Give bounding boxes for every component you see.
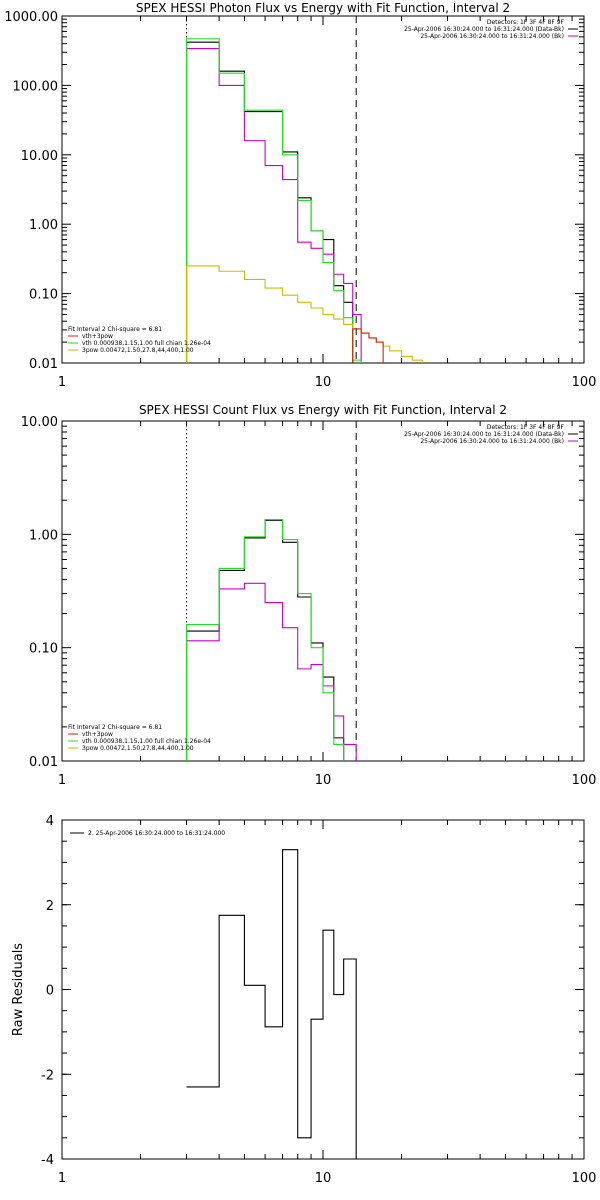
y-tick-label: 2 <box>46 899 54 914</box>
legend-entry: vth+3pow <box>82 333 113 340</box>
x-tick-label: 10 <box>315 375 332 390</box>
legend-entry: vth 0.000938,1.15,1.00 full chian 1.26e-… <box>82 340 211 347</box>
y-tick-label: -4 <box>41 1153 54 1168</box>
legend-entry: 25-Apr-2006 16:30:24.000 to 16:31:24.000… <box>420 33 564 40</box>
y-tick-label: 0.01 <box>29 357 58 372</box>
y-tick-label: 1000.00 <box>4 10 58 25</box>
y-tick-label: 1.00 <box>29 218 58 233</box>
y-axis-label: Raw Residuals <box>11 943 26 1036</box>
legend-entry: Fit Interval 2 Chi-square = 6.81 <box>68 724 162 731</box>
x-tick-label: 10 <box>315 773 332 788</box>
y-tick-label: 0.10 <box>29 642 58 657</box>
legend-entry: Detectors: 1F 3F 4F 8F 9F <box>487 424 565 431</box>
x-tick-label: 1 <box>58 375 66 390</box>
legend-entry: Detectors: 1F 3F 4F 8F 9F <box>487 19 565 26</box>
y-tick-label: 0.01 <box>29 755 58 770</box>
series-group <box>185 519 357 761</box>
series-line-vth-3pow <box>185 38 362 363</box>
y-tick-label: 100.00 <box>13 79 59 94</box>
legend-entry: vth+3pow <box>82 731 113 738</box>
x-tick-label: 100 <box>572 1171 597 1186</box>
y-tick-label: -2 <box>41 1068 54 1083</box>
series-line-3pow <box>185 265 423 363</box>
x-tick-label: 10 <box>315 1171 332 1186</box>
x-tick-label: 1 <box>58 1171 66 1186</box>
series-line-vth <box>352 328 384 363</box>
y-tick-label: 10.00 <box>21 415 58 430</box>
count-flux-panel: SPEX HESSI Count Flux vs Energy with Fit… <box>21 403 597 788</box>
chart-title: SPEX HESSI Count Flux vs Energy with Fit… <box>139 403 507 417</box>
y-tick-label: 10.00 <box>21 149 58 164</box>
series-line-residual <box>186 849 357 1159</box>
legend-entry: vth 0.000938,1.15,1.00 full chian 1.26e-… <box>82 738 211 745</box>
x-tick-label: 100 <box>572 773 597 788</box>
legend-entry: 3pow 0.00472,1.50,27.8,44,400,1.00 <box>82 347 194 354</box>
legend-entry: 25-Apr-2006 16:30:24.000 to 16:31:24.000… <box>404 431 564 438</box>
series-line-bk <box>185 582 357 761</box>
y-tick-label: 0.10 <box>29 288 58 303</box>
photon-flux-panel: SPEX HESSI Photon Flux vs Energy with Fi… <box>4 1 596 390</box>
legend-entry: 3pow 0.00472,1.50,27.8,44,400,1.00 <box>82 745 194 752</box>
chart-title: SPEX HESSI Photon Flux vs Energy with Fi… <box>136 1 510 15</box>
legend-entry: Fit Interval 2 Chi-square = 6.81 <box>68 326 162 333</box>
legend-entry: 25-Apr-2006 16:30:24.000 to 16:31:24.000… <box>404 26 564 33</box>
series-line-data-bk <box>185 41 354 363</box>
legend-entry: 2. 25-Apr-2006 16:30:24.000 to 16:31:24.… <box>88 830 225 837</box>
plot-frame <box>61 420 585 762</box>
series-line-data-bk <box>185 519 345 761</box>
legend-entry: 25-Apr-2006 16:30:24.000 to 16:31:24.000… <box>420 438 564 445</box>
series-line-vth-3pow <box>185 519 345 761</box>
x-tick-label: 100 <box>572 375 597 390</box>
y-tick-label: 4 <box>46 814 54 829</box>
y-tick-label: 1.00 <box>29 528 58 543</box>
y-tick-label: 0 <box>46 984 54 999</box>
residuals-panel: 1 10 100 -4 -2 0 2 4 Raw Residuals 2. 25-Apr-2006… <box>11 814 596 1186</box>
series-line-bk <box>185 47 362 363</box>
x-tick-label: 1 <box>58 773 66 788</box>
series-group <box>185 38 423 363</box>
series-group <box>186 849 357 1159</box>
